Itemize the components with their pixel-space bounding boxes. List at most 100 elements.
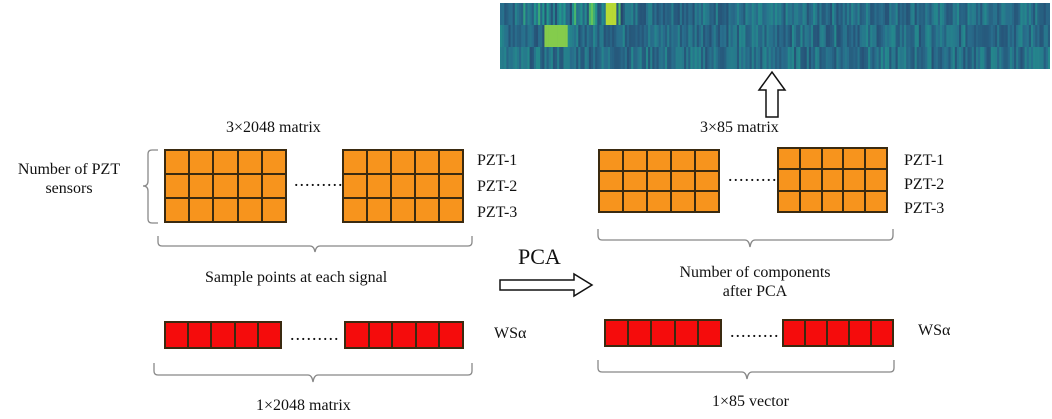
heatmap-cell [749,3,753,26]
heatmap-cell [916,25,920,48]
heatmap-cell [789,3,793,26]
heatmap-cell [980,47,983,69]
heatmap-cell [681,3,685,26]
heatmap-cell [794,25,797,48]
heatmap-cell [851,3,854,26]
heatmap-cell [988,3,992,26]
heatmap-cell [1030,47,1034,69]
heatmap-cell [635,3,638,26]
heatmap-cell [612,3,615,26]
heatmap-cell [944,3,947,26]
heatmap-cell [614,3,617,26]
heatmap-cell [535,3,539,26]
heatmap-cell [1026,47,1030,69]
heatmap-cell [531,47,535,69]
heatmap-cell [834,3,837,26]
heatmap-cell [986,47,989,69]
heatmap-cell [633,47,636,69]
heatmap-cell [681,47,685,69]
heatmap-cell [899,47,903,69]
heatmap-cell [711,47,714,69]
heatmap-cell [629,25,632,48]
heatmap-cell [992,25,996,48]
heatmap-cell [637,25,640,48]
heatmap-cell [1022,3,1025,26]
heatmap-cell [948,47,951,69]
heatmap-cell [1007,47,1011,69]
heatmap-cell [849,3,852,26]
heatmap-cell [910,25,913,48]
heatmap-cell [980,3,983,26]
heatmap-cell [654,25,657,48]
heatmap-cell [901,47,905,69]
heatmap-cell [984,47,987,69]
heatmap-cell [1024,47,1028,69]
heatmap-cell [785,25,788,48]
heatmap-cell [992,3,996,26]
heatmap-cell [643,3,647,26]
heatmap-cell [967,3,970,26]
heatmap-cell [755,3,759,26]
heatmap-cell [855,47,858,69]
heatmap-cell [633,25,636,48]
heatmap-cell [732,3,736,26]
heatmap-cell [950,3,953,26]
heatmap-cell [840,25,843,48]
heatmap-cell [956,47,960,69]
heatmap-cell [1033,25,1036,48]
heatmap-cell [961,25,964,48]
heatmap-cell [1016,47,1019,69]
heatmap-cell [525,3,528,26]
heatmap-cell [853,25,856,48]
heatmap-cell [804,25,808,48]
heatmap-cell [1028,3,1032,26]
right-row-label-3: PZT-3 [904,200,945,217]
heatmap-cell [700,3,704,26]
heatmap-cell [612,25,615,48]
heatmap-cell [576,3,579,26]
heatmap-cell [1024,25,1028,48]
left-matrix-title: 3×2048 matrix [226,119,321,136]
heatmap-cell [840,47,843,69]
heatmap-cell [620,25,623,48]
heatmap-cell [645,25,649,48]
heatmap-cell [751,3,755,26]
heatmap-cell [969,3,973,26]
heatmap-cell [550,47,554,69]
heatmap-cell [597,47,600,69]
heatmap-cell [521,47,524,69]
heatmap-cell [639,3,643,26]
heatmap-cell [1018,3,1021,26]
heatmap-cell [590,47,594,69]
heatmap-cell [686,25,689,48]
heatmap-cell [544,3,547,26]
heatmap-cell [988,47,992,69]
heatmap-cell [880,47,884,69]
heatmap-cell [832,47,835,69]
heatmap-cell [525,47,528,69]
heatmap-cell [656,47,659,69]
heatmap-cell [969,47,973,69]
heatmap-cell [726,3,729,26]
heatmap-cell [863,3,867,26]
heatmap-cell [825,47,829,69]
heatmap-cell [770,3,774,26]
heatmap-cell [635,25,638,48]
heatmap-cell [675,3,678,26]
heatmap-cell [607,47,611,69]
heatmap-cell [893,47,896,69]
heatmap-cell [529,47,533,69]
heatmap-cell [618,47,621,69]
heatmap-cell [948,3,951,26]
heatmap-cell [665,47,668,69]
heatmap-cell [696,3,700,26]
heatmap-cell [984,3,987,26]
heatmap-cell [1037,3,1040,26]
heatmap-cell [546,3,549,26]
heatmap-cell [667,25,670,48]
heatmap-cell [772,3,776,26]
heatmap-cell [673,25,676,48]
heatmap-cell [906,25,909,48]
heatmap-cell [540,47,543,69]
heatmap-cell [895,25,898,48]
